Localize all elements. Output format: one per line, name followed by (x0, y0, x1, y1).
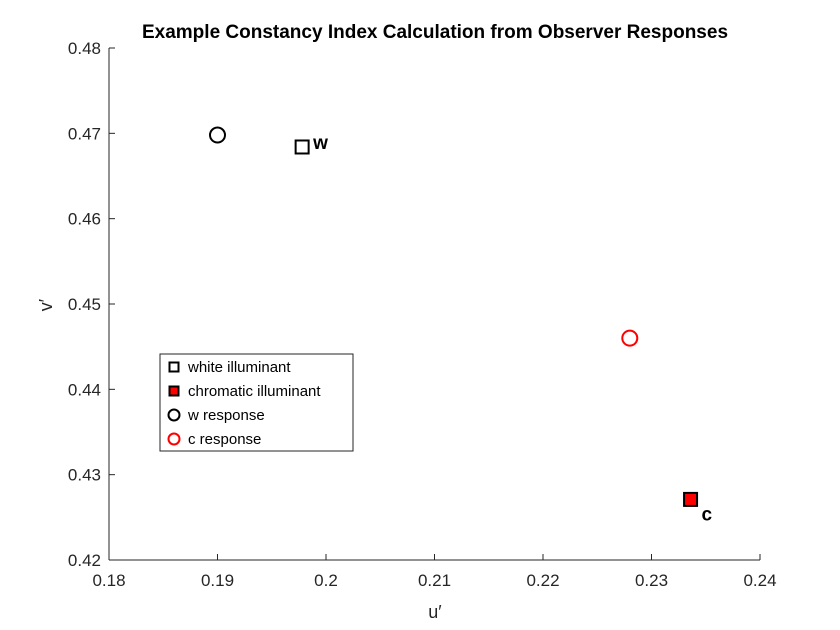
y-tick-label: 0.48 (68, 39, 101, 58)
x-tick-label: 0.23 (635, 571, 668, 590)
y-tick-label: 0.42 (68, 551, 101, 570)
plot-area (109, 48, 760, 560)
legend-marker (167, 432, 181, 446)
x-tick-label: 0.2 (314, 571, 338, 590)
y-axis-label: v′ (36, 298, 56, 311)
x-tick-label: 0.21 (418, 571, 451, 590)
legend-marker (167, 408, 181, 422)
x-tick-label: 0.24 (743, 571, 776, 590)
y-tick-label: 0.46 (68, 210, 101, 229)
annotation-label: c (702, 504, 713, 525)
y-tick-label: 0.43 (68, 466, 101, 485)
x-tick-label: 0.18 (92, 571, 125, 590)
y-tick-label: 0.44 (68, 380, 101, 399)
legend-label: w response (187, 407, 265, 424)
y-tick-label: 0.47 (68, 124, 101, 143)
point-w-response (209, 126, 226, 144)
legend-box (159, 353, 354, 452)
x-tick-label: 0.19 (201, 571, 234, 590)
annotations: wc (312, 133, 712, 525)
point-white-illuminant (294, 139, 310, 155)
legend-label: chromatic illuminant (188, 383, 321, 400)
legend: white illuminant chromatic illuminant w re… (159, 353, 354, 452)
data-points (209, 126, 699, 507)
x-axis-label: u′ (428, 602, 442, 622)
annotation-label: w (312, 133, 328, 154)
y-tick-label: 0.45 (68, 295, 101, 314)
point-c-response (621, 329, 639, 347)
ticks: 0.18 0.19 0.2 0.21 0.22 0.23 0.24 0.42 0.43 0.44 0… (68, 39, 777, 590)
legend-label: white illuminant (187, 359, 291, 376)
legend-label: c response (188, 431, 261, 448)
legend-marker (168, 385, 180, 397)
axes (108, 48, 760, 561)
point-chromatic-illuminant (683, 491, 699, 507)
legend-marker (168, 361, 180, 373)
x-tick-label: 0.22 (526, 571, 559, 590)
chart-title: Example Constancy Index Calculation from… (142, 22, 728, 43)
